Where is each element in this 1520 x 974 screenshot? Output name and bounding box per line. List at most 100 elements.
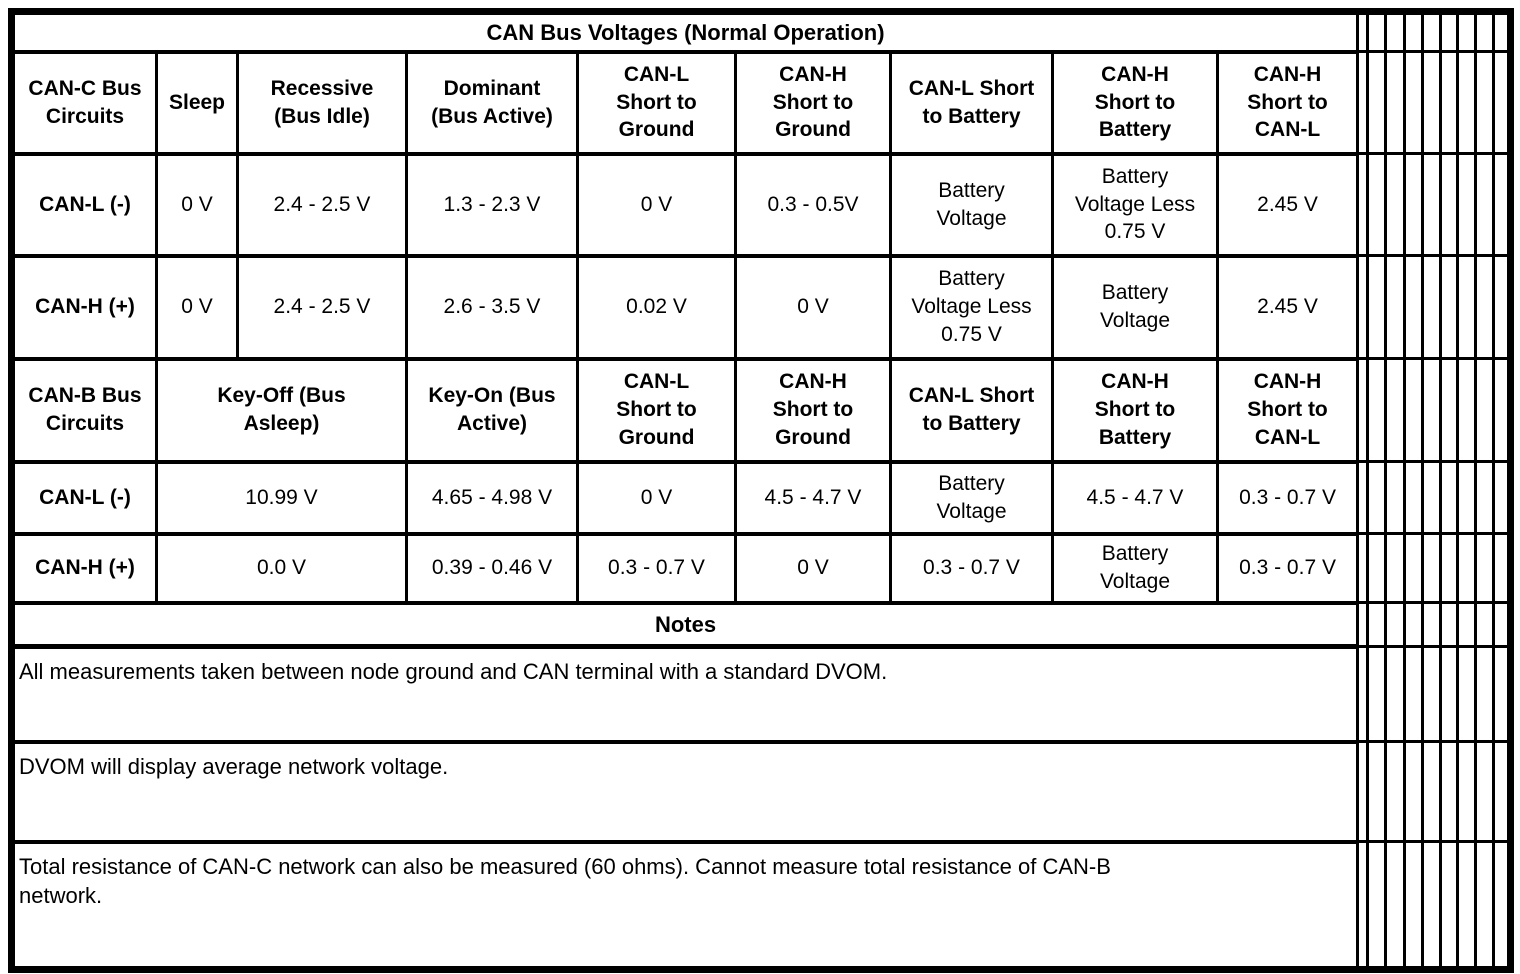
voltage-value-cell: 2.4 - 2.5 V — [236, 151, 408, 258]
filler-cell — [1421, 10, 1443, 53]
table-title: CAN Bus Voltages (Normal Operation) — [9, 9, 1360, 54]
title-row: CAN Bus Voltages (Normal Operation) — [9, 9, 1513, 54]
voltage-value-cell: 0 V — [734, 253, 892, 361]
filler-cell — [1403, 50, 1425, 155]
filler-cell — [1474, 645, 1496, 743]
filler-cell — [1492, 645, 1513, 743]
filler-cell — [1403, 10, 1425, 53]
filler-cell — [1384, 50, 1407, 155]
voltage-value-cell: 0 V — [155, 151, 239, 258]
filler-cell — [1439, 10, 1460, 53]
voltage-value-cell: 0.3 - 0.5V — [734, 151, 892, 258]
filler-cell — [1366, 152, 1388, 257]
voltage-value-cell: 0.3 - 0.7 V — [889, 531, 1054, 605]
filler-cell — [1492, 601, 1513, 648]
canc-canh-row: CAN-H (+) 0 V 2.4 - 2.5 V 2.6 - 3.5 V 0.… — [10, 253, 1513, 361]
voltage-value-cell: 0 V — [576, 459, 737, 536]
filler-cell — [1492, 460, 1513, 535]
filler-cell — [1456, 460, 1478, 535]
column-header-cell: Recessive (Bus Idle) — [236, 49, 408, 156]
filler-cell — [1403, 460, 1425, 535]
column-header-cell: CAN-L Short to Battery — [889, 356, 1054, 464]
can-bus-voltage-table: CAN Bus Voltages (Normal Operation) CAN-… — [8, 8, 1515, 973]
column-header-cell: CAN-L Short to Battery — [889, 49, 1054, 156]
note-text: All measurements taken between node grou… — [9, 644, 1360, 744]
column-header-cell: Dominant (Bus Active) — [405, 49, 579, 156]
filler-cell — [1474, 254, 1496, 360]
filler-cell — [1356, 254, 1370, 360]
filler-cell — [1492, 740, 1513, 843]
canb-canl-row: CAN-L (-) 10.99 V 4.65 - 4.98 V 0 V 4.5 … — [10, 459, 1513, 536]
filler-cell — [1356, 532, 1370, 604]
filler-cell — [1356, 357, 1370, 463]
voltage-value-cell: Battery Voltage — [889, 459, 1054, 536]
filler-cell — [1356, 645, 1370, 743]
filler-cell — [1492, 840, 1513, 971]
note-row: All measurements taken between node grou… — [9, 644, 1513, 744]
filler-cell — [1366, 840, 1388, 971]
filler-cell — [1439, 50, 1460, 155]
filler-cell — [1356, 10, 1370, 53]
filler-cell — [1474, 601, 1496, 648]
filler-cell — [1403, 152, 1425, 257]
voltage-value-cell: 0 V — [576, 151, 737, 258]
filler-cell — [1356, 840, 1370, 971]
filler-cell — [1384, 645, 1407, 743]
voltage-value-cell: 0.39 - 0.46 V — [405, 531, 579, 605]
column-header-cell: CAN-L Short to Ground — [576, 356, 737, 464]
filler-cell — [1366, 50, 1388, 155]
voltage-value-cell: 1.3 - 2.3 V — [405, 151, 579, 258]
filler-cell — [1421, 254, 1443, 360]
filler-cell — [1366, 532, 1388, 604]
filler-cell — [1439, 532, 1460, 604]
filler-cell — [1439, 254, 1460, 360]
filler-cell — [1492, 357, 1513, 463]
filler-cell — [1474, 10, 1496, 53]
filler-cell — [1384, 840, 1407, 971]
voltage-value-cell: 0 V — [155, 253, 239, 361]
filler-cell — [1366, 740, 1388, 843]
filler-cell — [1356, 50, 1370, 155]
canb-canh-row: CAN-H (+) 0.0 V 0.39 - 0.46 V 0.3 - 0.7 … — [10, 531, 1513, 605]
column-header-cell: CAN-H Short to Battery — [1051, 356, 1219, 464]
filler-cell — [1439, 152, 1460, 257]
filler-cell — [1403, 357, 1425, 463]
filler-cell — [1456, 10, 1478, 53]
filler-cell — [1492, 10, 1513, 53]
filler-cell — [1403, 740, 1425, 843]
voltage-value-cell: 0.0 V — [155, 531, 408, 605]
voltage-value-cell: Battery Voltage Less 0.75 V — [1051, 151, 1219, 258]
filler-cell — [1439, 460, 1460, 535]
filler-cell — [1366, 10, 1388, 53]
filler-cell — [1421, 50, 1443, 155]
voltage-value-cell: 0 V — [734, 531, 892, 605]
row-label-cell: CAN-L (-) — [10, 151, 158, 258]
row-label-cell: CAN-H (+) — [10, 253, 158, 361]
voltage-value-cell: 10.99 V — [155, 459, 408, 536]
row-label-cell: CAN-L (-) — [10, 459, 158, 536]
filler-cell — [1384, 460, 1407, 535]
column-header-cell: CAN-L Short to Ground — [576, 49, 737, 156]
filler-cell — [1403, 254, 1425, 360]
column-header-cell: CAN-H Short to Ground — [734, 356, 892, 464]
filler-cell — [1366, 254, 1388, 360]
column-header-cell: Sleep — [155, 49, 239, 156]
filler-cell — [1421, 460, 1443, 535]
filler-cell — [1456, 840, 1478, 971]
filler-cell — [1403, 601, 1425, 648]
canc-header-row: CAN-C Bus Circuits Sleep Recessive (Bus … — [10, 49, 1513, 156]
voltage-value-cell: 2.4 - 2.5 V — [236, 253, 408, 361]
filler-cell — [1356, 601, 1370, 648]
note-text: Total resistance of CAN-C network can al… — [9, 839, 1360, 972]
voltage-value-cell: 0.3 - 0.7 V — [1215, 531, 1360, 605]
row-label-cell: CAN-H (+) — [10, 531, 158, 605]
voltage-value-cell: 2.6 - 3.5 V — [405, 253, 579, 361]
filler-cell — [1421, 740, 1443, 843]
filler-cell — [1421, 152, 1443, 257]
filler-cell — [1366, 357, 1388, 463]
filler-cell — [1384, 152, 1407, 257]
filler-cell — [1439, 645, 1460, 743]
voltage-value-cell: 0.3 - 0.7 V — [1215, 459, 1360, 536]
note-row: Total resistance of CAN-C network can al… — [9, 839, 1513, 972]
